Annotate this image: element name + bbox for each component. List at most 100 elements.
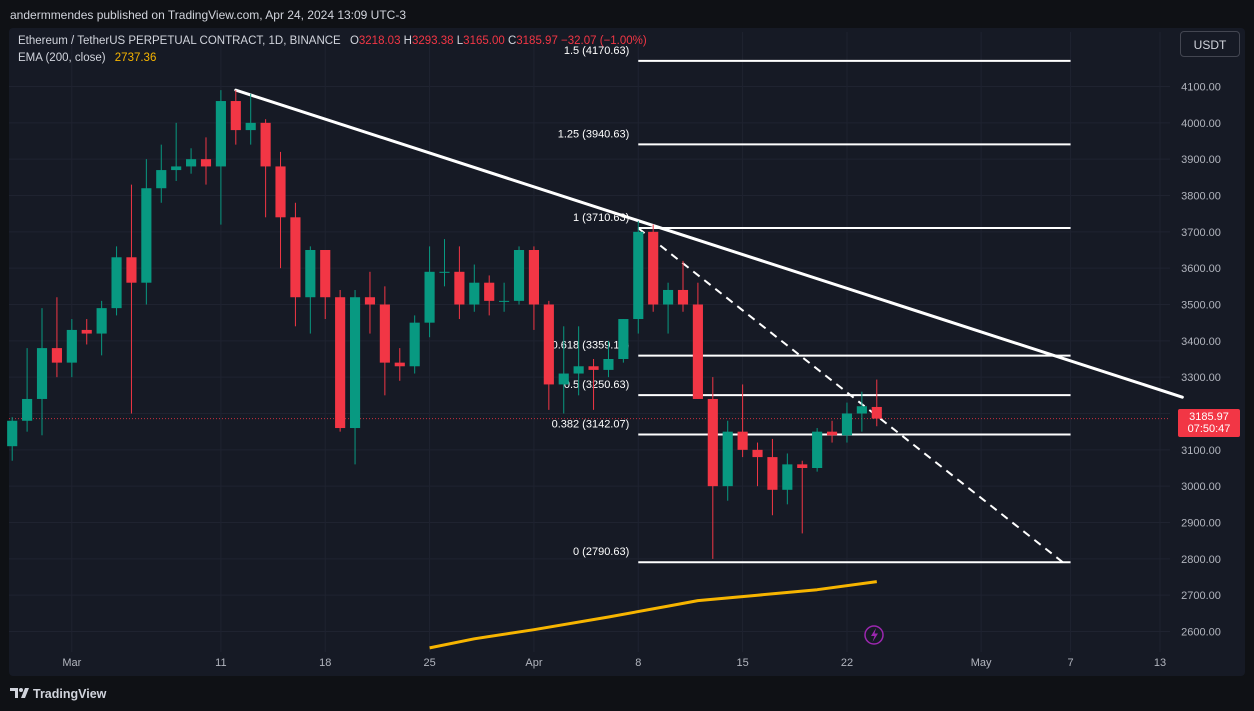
candle: [260, 119, 271, 218]
candle-body: [812, 431, 823, 468]
y-tick-label: 3900.00: [1181, 154, 1221, 166]
candle-body: [677, 289, 689, 305]
brand-name[interactable]: TradingView: [33, 687, 107, 701]
candle: [528, 246, 539, 330]
ema-200-line: [429, 580, 878, 650]
candle-body: [379, 304, 390, 363]
y-tick-label: 3800.00: [1181, 191, 1221, 203]
x-tick-label: 8: [635, 657, 641, 669]
dashed-projection-line: [637, 227, 1064, 564]
last-price-tag: 3185.97 07:50:47: [1178, 408, 1240, 437]
candle: [245, 93, 256, 145]
lightning-icon[interactable]: [864, 625, 884, 645]
candle: [812, 428, 823, 472]
candle-body: [126, 257, 137, 283]
candle: [126, 184, 137, 414]
fib-level-label: 0.382 (3142.07): [552, 419, 630, 431]
candle: [320, 250, 331, 320]
candle-body: [186, 159, 197, 167]
countdown-timer: 07:50:47: [1187, 422, 1231, 435]
candle-body: [349, 297, 361, 429]
candle: [782, 453, 793, 505]
candle-body: [7, 420, 18, 447]
candle: [618, 319, 629, 363]
candle-body: [96, 308, 107, 334]
candle-body: [469, 282, 480, 305]
candle: [603, 340, 614, 378]
y-axis[interactable]: 2600.00 2700.00 2800.00 2900.00 3000.00 3100.…: [1181, 82, 1221, 639]
candle-body: [22, 398, 33, 421]
candle: [826, 420, 838, 443]
candle: [633, 220, 644, 334]
y-tick-label: 2700.00: [1181, 590, 1221, 602]
candle: [186, 148, 197, 174]
fib-level-label: 0 (2790.63): [573, 546, 629, 558]
candle: [409, 315, 420, 374]
fib-level-label: 1.5 (4170.63): [564, 45, 629, 57]
candle: [767, 438, 778, 516]
candle: [230, 90, 241, 145]
candle: [469, 264, 480, 312]
y-tick-label: 3300.00: [1181, 372, 1221, 384]
fib-level-label: 1 (3710.63): [573, 212, 629, 224]
candle-body: [558, 373, 569, 385]
candle: [841, 402, 853, 443]
candle: [707, 377, 718, 559]
candle: [305, 246, 316, 334]
candle-body: [290, 217, 301, 298]
candle-body: [871, 406, 882, 419]
downtrend-line: [234, 88, 1184, 399]
tradingview-logo-icon[interactable]: [10, 686, 30, 700]
candle: [648, 224, 659, 312]
candle-body: [588, 366, 599, 370]
currency-button[interactable]: USDT: [1180, 31, 1240, 57]
y-tick-label: 3100.00: [1181, 445, 1221, 457]
last-price-value: 3185.97: [1189, 410, 1229, 423]
candle-body: [648, 231, 659, 305]
candle: [439, 239, 450, 287]
candle-body: [215, 101, 226, 167]
candle: [349, 289, 361, 465]
publish-text: andermmendes published on TradingView.co…: [10, 8, 407, 22]
candle: [558, 326, 569, 414]
candle: [379, 286, 390, 396]
candle: [7, 417, 18, 461]
candle-body: [260, 122, 271, 167]
candle-body: [81, 329, 92, 334]
candle: [51, 297, 62, 378]
candle-body: [767, 457, 778, 490]
candle-body: [797, 464, 808, 468]
candle-body: [454, 271, 465, 305]
candle-body: [826, 431, 838, 436]
x-tick-label: 13: [1154, 657, 1166, 669]
candle: [200, 137, 212, 185]
y-tick-label: 3500.00: [1181, 300, 1221, 312]
close-value: 3185.97: [516, 35, 558, 47]
y-tick-label: 4100.00: [1181, 82, 1221, 94]
candle-body: [66, 329, 77, 363]
candle-body: [737, 431, 748, 450]
candle-body: [111, 257, 122, 309]
candle-body: [856, 406, 867, 414]
candle-body: [439, 271, 450, 273]
candle-body: [841, 413, 853, 436]
legend-symbol-row: Ethereum / TetherUS PERPETUAL CONTRACT, …: [18, 35, 647, 47]
ema-label[interactable]: EMA (200, close): [18, 52, 106, 64]
candle: [335, 289, 346, 432]
candle: [275, 151, 286, 269]
open-value: 3218.03: [358, 35, 401, 47]
candle-body: [230, 101, 241, 131]
x-axis[interactable]: Mar 11 18 25 Apr 8 15 22 May 7 13: [62, 657, 1166, 669]
candle: [499, 282, 510, 312]
candle-body: [424, 271, 435, 323]
symbol-name[interactable]: Ethereum / TetherUS PERPETUAL CONTRACT, …: [18, 35, 341, 47]
x-tick-label: 11: [215, 657, 226, 669]
x-tick-label: 7: [1067, 657, 1073, 669]
candle-body: [513, 250, 525, 301]
drawn-lines[interactable]: [234, 88, 1184, 564]
low-label: L: [456, 35, 464, 47]
x-tick-label: Mar: [62, 657, 81, 669]
candle-body: [171, 166, 182, 171]
candle-body: [573, 366, 584, 374]
